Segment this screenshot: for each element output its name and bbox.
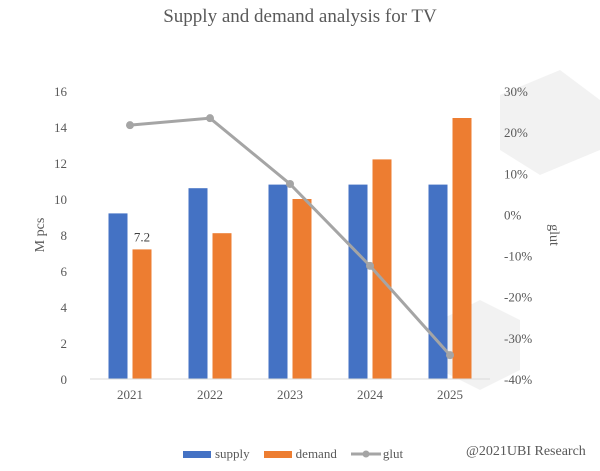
y-tick-label: 10 — [54, 192, 67, 207]
bar-demand — [372, 159, 392, 379]
bar-supply — [188, 188, 208, 379]
y-tick-label: 2 — [61, 336, 68, 351]
y2-tick-label: 20% — [504, 125, 528, 140]
chart-title: Supply and demand analysis for TV — [163, 6, 437, 27]
legend: supply demand glut — [183, 446, 417, 462]
y2-tick-label: 0% — [504, 207, 522, 222]
point-glut — [126, 121, 134, 130]
y-tick-label: 14 — [54, 120, 68, 135]
y-tick-label: 4 — [61, 300, 68, 315]
legend-swatch-glut — [350, 450, 381, 458]
y-tick-label: 8 — [61, 228, 68, 243]
point-glut — [366, 261, 374, 270]
bar-supply — [348, 184, 368, 379]
bar-demand — [212, 233, 232, 379]
x-tick-label: 2021 — [117, 387, 143, 402]
y2-axis-label: glut — [546, 224, 561, 246]
x-tick-label: 2023 — [277, 387, 303, 402]
bar-supply — [428, 184, 448, 379]
y-tick-label: 12 — [54, 156, 67, 171]
legend-swatch-supply — [183, 450, 211, 458]
y-tick-label: 0 — [61, 372, 68, 387]
bar-demand — [452, 118, 472, 379]
line-glut — [129, 116, 452, 357]
y2-tick-label: -30% — [504, 331, 532, 346]
y2-tick-label: 30% — [504, 84, 528, 99]
legend-item-glut: glut — [350, 446, 404, 462]
y-tick-label: 6 — [61, 264, 68, 279]
y-axis-label: M pcs — [33, 218, 48, 253]
y2-tick-label: -10% — [504, 249, 532, 264]
bar-demand — [132, 249, 152, 379]
x-tick-label: 2025 — [437, 387, 463, 402]
bar-supply — [268, 184, 288, 379]
point-glut — [446, 351, 454, 360]
point-glut — [206, 114, 214, 123]
legend-item-demand: demand — [263, 446, 337, 462]
bar-supply — [108, 213, 128, 379]
point-glut — [286, 179, 294, 188]
y2-tick-label: -40% — [504, 372, 532, 387]
legend-label-demand: demand — [295, 446, 337, 461]
x-tick-label: 2024 — [357, 387, 384, 402]
x-tick-label: 2022 — [197, 387, 223, 402]
legend-item-supply: supply — [183, 446, 250, 462]
data-label: 7.2 — [134, 229, 150, 244]
y2-tick-label: 10% — [504, 166, 528, 181]
bar-demand — [292, 199, 312, 379]
credit-text: @2021UBI Research — [466, 444, 586, 459]
y-tick-label: 16 — [54, 84, 68, 99]
legend-label-glut: glut — [382, 446, 404, 461]
legend-label-supply: supply — [215, 446, 250, 461]
legend-swatch-demand — [263, 450, 292, 458]
y2-tick-label: -20% — [504, 290, 532, 305]
